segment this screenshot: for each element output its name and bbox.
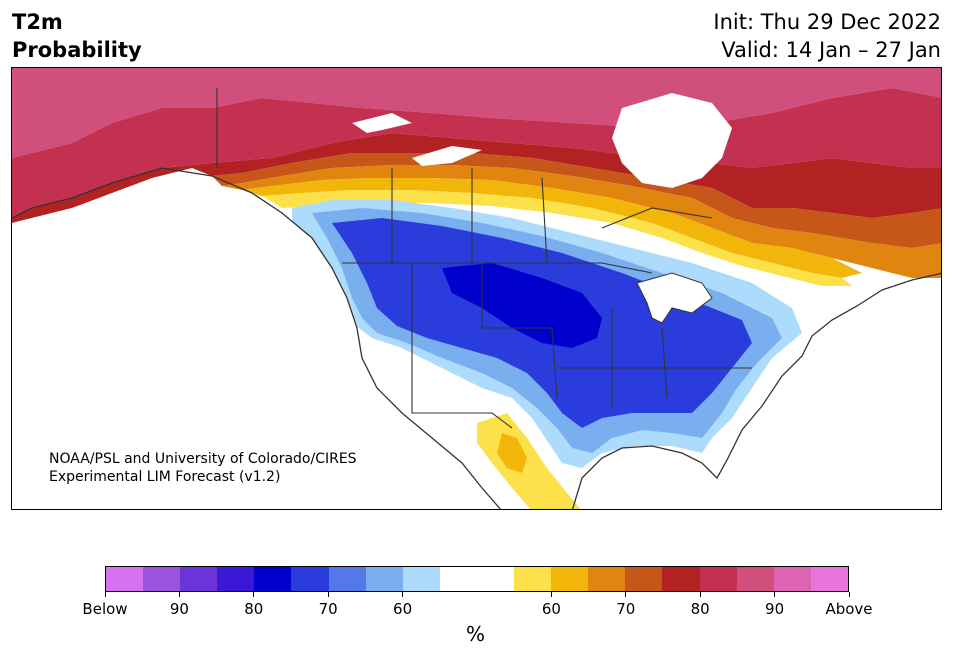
- colorbar-swatch: [402, 567, 440, 591]
- colorbar-tick-label: 60: [541, 600, 561, 618]
- init-date: Init: Thu 29 Dec 2022: [713, 10, 941, 34]
- coastline: [12, 167, 502, 509]
- colorbar-swatch: [662, 567, 700, 591]
- title-type: Probability: [12, 38, 142, 62]
- forecast-map: [11, 67, 942, 510]
- east-coastline: [571, 272, 941, 509]
- hudson-bay: [612, 93, 732, 188]
- colorbar-swatch: [439, 567, 515, 591]
- colorbar-tickmark: [327, 592, 329, 597]
- colorbar-swatch: [143, 567, 181, 591]
- above-75-zone: [212, 153, 941, 248]
- colorbar-tickmark: [402, 592, 404, 597]
- colorbar-tickmark: [699, 592, 701, 597]
- atlantic-ocean: [712, 278, 941, 509]
- colorbar-swatch: [773, 567, 811, 591]
- colorbar-tickmark: [104, 592, 106, 597]
- great-lakes: [636, 272, 713, 324]
- colorbar-swatch: [365, 567, 403, 591]
- above-70-zone: [222, 165, 941, 278]
- colorbar-tickmark: [253, 592, 255, 597]
- colorbar-tick-label: 90: [169, 600, 189, 618]
- colorbar-tickmark: [774, 592, 776, 597]
- mexico-above-65-zone: [497, 433, 527, 473]
- colorbar-swatch: [625, 567, 663, 591]
- great-slave-lake: [412, 146, 482, 166]
- colorbar-tick-label: Above: [825, 600, 873, 618]
- colorbar-tickmark: [625, 592, 627, 597]
- above-65-zone: [242, 178, 862, 278]
- data-credit: NOAA/PSL and University of Colorado/CIRE…: [49, 450, 357, 486]
- colorbar-swatch: [180, 567, 218, 591]
- title-variable: T2m: [12, 10, 63, 34]
- colorbar-tickmark: [848, 592, 850, 597]
- colorbar-tick-label: 80: [690, 600, 710, 618]
- colorbar-tickmark: [550, 592, 552, 597]
- colorbar-swatch: [810, 567, 848, 591]
- colorbar-swatch: [588, 567, 626, 591]
- map-svg: [12, 68, 941, 509]
- colorbar: [105, 566, 849, 592]
- colorbar-swatch: [551, 567, 589, 591]
- credit-line-1: NOAA/PSL and University of Colorado/CIRE…: [49, 451, 357, 467]
- colorbar-swatch: [699, 567, 737, 591]
- above-60-zone: [262, 190, 852, 286]
- colorbar-swatch: [736, 567, 774, 591]
- valid-range: Valid: 14 Jan – 27 Jan: [721, 38, 941, 62]
- colorbar-swatch: [217, 567, 255, 591]
- above-90-zone: [12, 68, 941, 158]
- credit-line-2: Experimental LIM Forecast (v1.2): [49, 469, 281, 485]
- colorbar-tick-label: 70: [616, 600, 636, 618]
- map-title: T2m Probability: [12, 8, 142, 64]
- colorbar-tick-label: Below: [82, 600, 128, 618]
- colorbar-swatch: [106, 567, 144, 591]
- colorbar-tick-label: 70: [318, 600, 338, 618]
- forecast-dates: Init: Thu 29 Dec 2022 Valid: 14 Jan – 27…: [713, 8, 941, 64]
- colorbar-tick-label: 90: [765, 600, 785, 618]
- colorbar-swatch: [514, 567, 552, 591]
- colorbar-tickmark: [178, 592, 180, 597]
- pacific-ocean: [12, 183, 501, 509]
- above-85-zone: [12, 88, 941, 218]
- colorbar-tick-label: 80: [244, 600, 264, 618]
- political-borders: [216, 88, 752, 429]
- colorbar-swatch: [291, 567, 329, 591]
- colorbar-swatch: [254, 567, 292, 591]
- great-bear-lake: [352, 113, 412, 133]
- colorbar-unit: %: [466, 622, 486, 646]
- colorbar-tick-label: 60: [393, 600, 413, 618]
- colorbar-swatch: [328, 567, 366, 591]
